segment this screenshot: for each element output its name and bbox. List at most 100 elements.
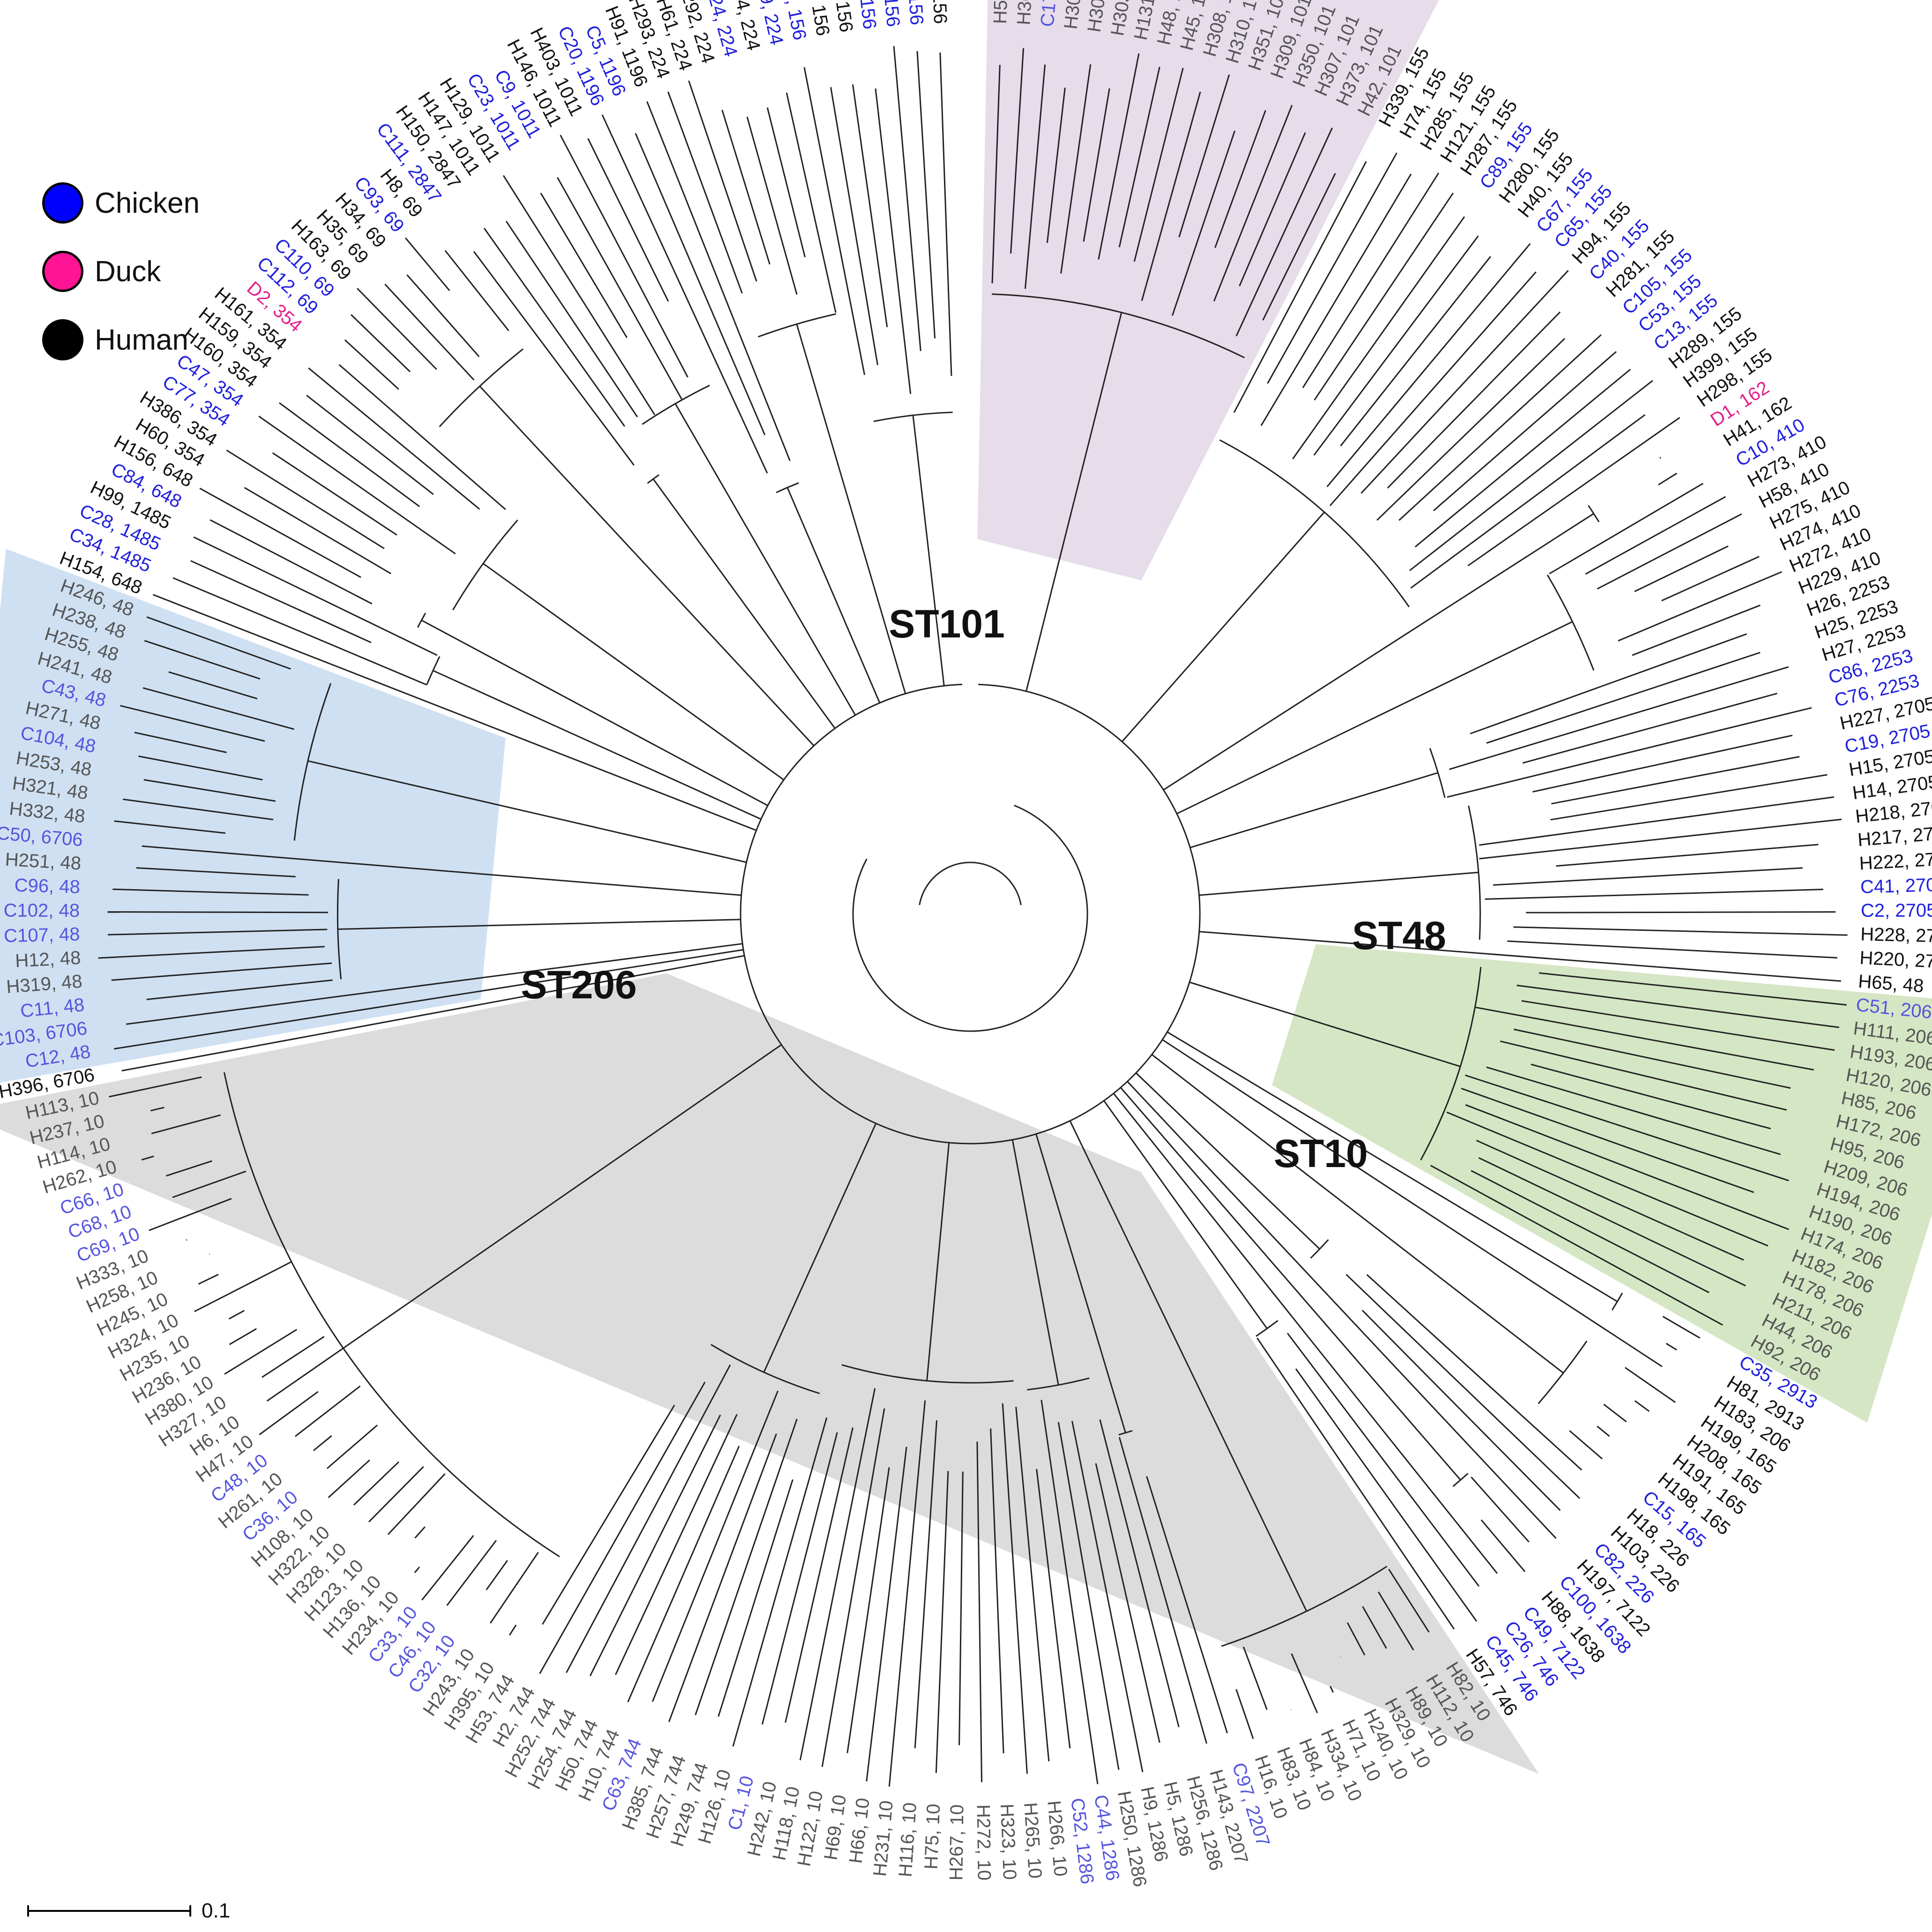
branch-arc	[919, 861, 1022, 906]
branch-line	[589, 1415, 721, 1677]
branch-line	[1532, 734, 1793, 793]
branch-line	[1011, 1139, 1052, 1348]
branch-line	[168, 671, 258, 700]
branch-line	[114, 820, 226, 834]
branch-arc	[740, 683, 1201, 1145]
branch-line	[165, 1160, 212, 1177]
branch-line	[635, 133, 766, 435]
branch-line	[1095, 1463, 1161, 1743]
branch-line	[1533, 1349, 1564, 1374]
branch-line	[1041, 1400, 1099, 1784]
branch-line	[1662, 1316, 1700, 1339]
branch-line	[278, 402, 420, 508]
branch-line	[1057, 1422, 1120, 1770]
branch-line	[210, 519, 373, 605]
leaf-label: H12, 48	[15, 948, 81, 972]
branch-line	[1236, 127, 1333, 337]
branch-line	[1479, 818, 1842, 860]
branch-line	[888, 1400, 926, 1787]
branch-line	[374, 1044, 782, 1328]
branch-line	[959, 1471, 964, 1745]
branch-line	[806, 359, 906, 694]
branch-line	[1446, 1111, 1768, 1247]
leaf-label: H65, 48	[1857, 971, 1925, 997]
branch-line	[1289, 1577, 1307, 1612]
leaf-label: C2, 2705	[1861, 900, 1932, 921]
branch-line	[199, 487, 361, 578]
branch-line	[134, 732, 227, 753]
branch-line	[667, 91, 743, 294]
clade-sector-st10	[0, 973, 1539, 1774]
branch-line	[732, 1417, 828, 1747]
branch-line	[482, 563, 514, 586]
branch-line	[674, 403, 695, 437]
branch-line	[1010, 48, 1024, 254]
branch-line	[294, 1385, 361, 1437]
branch-arc	[852, 804, 1088, 1032]
legend-item-human: Human	[42, 306, 200, 374]
branch-line	[1433, 351, 1617, 511]
branch-line	[746, 116, 798, 295]
branch-line	[421, 1535, 474, 1601]
branch-line	[693, 435, 856, 716]
branch-line	[1099, 1419, 1180, 1728]
branch-line	[1214, 110, 1266, 248]
branch-line	[143, 779, 276, 802]
branch-line	[1362, 1606, 1387, 1649]
branch-line	[695, 1418, 798, 1715]
branch-line	[1436, 1497, 1498, 1574]
branch-line	[1071, 1421, 1144, 1773]
branch-line	[489, 1552, 539, 1624]
branch-line	[244, 487, 391, 575]
branch-line	[1133, 67, 1184, 262]
branch-line	[535, 949, 744, 983]
leaf-label: C41, 2705	[1860, 875, 1932, 898]
leaf-label: H323, 10	[996, 1804, 1020, 1880]
leaf-label: H66, 10	[846, 1797, 874, 1865]
branch-line	[384, 284, 475, 381]
branch-line	[1516, 984, 1840, 1028]
branch-line	[446, 1540, 497, 1606]
branch-arc	[776, 482, 799, 494]
branch-line	[1617, 571, 1782, 642]
branch-line	[1378, 1591, 1415, 1651]
branch-line	[1113, 1093, 1437, 1498]
branch-line	[1036, 1469, 1071, 1749]
branch-line	[1266, 152, 1398, 384]
branch-line	[1659, 457, 1662, 459]
branch-line	[779, 1123, 877, 1339]
branch-line	[107, 929, 328, 936]
branch-line	[1556, 844, 1819, 867]
branch-line	[1292, 216, 1465, 459]
branch-line	[935, 1471, 949, 1773]
branch-line	[1539, 972, 1847, 1006]
branch-line	[266, 1348, 344, 1402]
branch-line	[1236, 1689, 1254, 1739]
branch-line	[1376, 338, 1565, 521]
branch-line	[152, 594, 346, 671]
branch-line	[1135, 1072, 1293, 1224]
branch-line	[390, 943, 743, 991]
branch-line	[368, 1466, 424, 1523]
branch-line	[799, 1388, 876, 1760]
branch-line	[539, 1381, 706, 1674]
scale-bar: 0.1	[27, 1899, 230, 1923]
branch-line	[136, 867, 296, 877]
branch-line	[381, 865, 741, 896]
branch-line	[614, 1414, 738, 1675]
branch-line	[1530, 1063, 1771, 1130]
leaf-label: H231, 10	[869, 1800, 897, 1878]
branch-line	[1521, 1000, 1835, 1051]
branch-line	[1597, 513, 1742, 590]
branch-line	[1649, 966, 1842, 982]
duck-dot-icon	[42, 251, 83, 292]
branch-line	[761, 1432, 838, 1725]
branch-line	[893, 46, 921, 351]
branch-line	[1410, 414, 1646, 589]
branch-line	[344, 339, 399, 390]
branch-line	[786, 487, 803, 523]
branch-line	[1046, 87, 1066, 243]
branch-line	[1448, 1227, 1662, 1367]
